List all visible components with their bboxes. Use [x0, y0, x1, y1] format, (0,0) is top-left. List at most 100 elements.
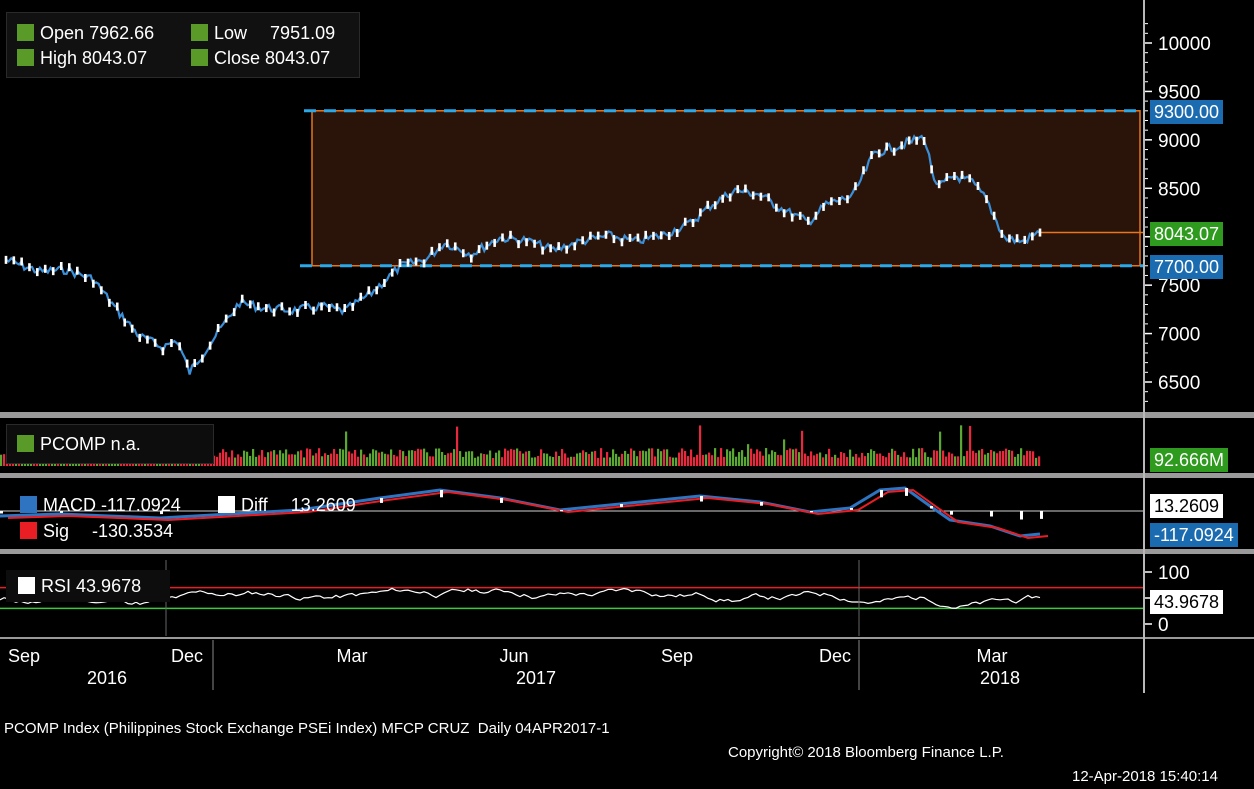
high-swatch [17, 49, 34, 66]
signal-line [7, 488, 1049, 540]
candle [675, 228, 679, 237]
year-label: 2018 [980, 668, 1020, 688]
volume-panel [0, 425, 1041, 466]
volume-bar [867, 452, 870, 466]
volume-bar [915, 457, 918, 466]
volume-bar [336, 453, 339, 466]
candle [335, 303, 339, 312]
year-label: 2017 [516, 668, 556, 688]
candle [470, 254, 473, 263]
volume-bar [372, 449, 375, 466]
volume-bar [282, 453, 285, 466]
month-label: Dec [171, 646, 203, 666]
candle [76, 266, 79, 275]
volume-bar [447, 453, 450, 466]
volume-bar [687, 456, 690, 466]
volume-bar [1032, 451, 1035, 466]
volume-bar [498, 450, 501, 466]
volume-bar [486, 454, 489, 466]
diff-bar [905, 488, 908, 496]
rsi-value: 43.9678 [76, 576, 142, 596]
volume-bar [768, 454, 771, 466]
volume-bar [468, 451, 471, 466]
volume-bar [264, 457, 267, 466]
candle [193, 359, 197, 368]
volume-bar [414, 450, 417, 466]
volume-bar [306, 448, 309, 466]
volume-bar [423, 448, 426, 466]
volume-bar [726, 449, 729, 466]
volume-bar [984, 454, 987, 466]
volume-bar [666, 449, 669, 466]
diff-bar [620, 504, 623, 508]
volume-bar [1002, 450, 1005, 466]
candle [870, 151, 873, 160]
volume-bar [678, 452, 681, 466]
candle [304, 301, 307, 310]
volume-bar [843, 453, 846, 466]
volume-bar [357, 456, 360, 466]
volume-bar [924, 452, 927, 466]
volume-bar [429, 456, 432, 466]
volume-bar [564, 453, 567, 466]
volume-bar [531, 457, 534, 466]
candle [728, 193, 732, 202]
volume-bar [765, 448, 768, 466]
volume-bar [954, 456, 957, 466]
candle [320, 302, 323, 311]
volume-bar [594, 451, 597, 466]
volume-bar [459, 451, 462, 466]
volume-bar [324, 453, 327, 466]
last-price-tag: 8043.07 [1150, 222, 1224, 246]
volume-bar [642, 450, 645, 466]
volume-bar [558, 455, 561, 466]
volume-bar [285, 449, 288, 466]
candle [596, 231, 600, 240]
diff-label: Diff [241, 495, 268, 515]
candle [359, 292, 363, 301]
volume-bar [279, 450, 282, 466]
volume-bar [966, 450, 969, 466]
volume-bar [819, 452, 822, 466]
candle [312, 306, 315, 315]
candle [830, 197, 833, 206]
volume-bar [522, 453, 525, 466]
diff-bar [300, 510, 303, 512]
candle [398, 258, 402, 267]
volume-bar [597, 457, 600, 466]
macd-label: MACD [43, 495, 96, 515]
volume-bar [729, 451, 732, 466]
volume-bar [525, 451, 528, 466]
volume-bar [315, 453, 318, 466]
volume-bar [927, 456, 930, 466]
volume-bar [879, 453, 882, 466]
volume-bar [648, 448, 651, 466]
volume-bar [300, 450, 303, 466]
candle [937, 180, 941, 189]
footer-copyright: Copyright© 2018 Bloomberg Finance L.P. [728, 744, 1004, 761]
candle [351, 302, 355, 311]
candle [525, 238, 528, 247]
volume-bar [798, 452, 801, 466]
volume-bar [510, 449, 513, 466]
volume-bar [1008, 449, 1011, 466]
candle [375, 286, 378, 295]
volume-label: PCOMP n.a. [40, 434, 141, 454]
volume-bar [990, 449, 993, 466]
volume-bar [999, 451, 1002, 466]
volume-bar [1011, 450, 1014, 466]
volume-bar [273, 450, 276, 466]
volume-bar [294, 454, 297, 466]
open-item: Open 7962.66 [17, 22, 154, 44]
volume-bar [669, 456, 672, 466]
month-label: Mar [337, 646, 368, 666]
volume-bar [717, 457, 720, 466]
candle [628, 233, 632, 242]
diff-bar [1040, 511, 1043, 519]
volume-bar [369, 453, 372, 466]
volume-bar [1020, 448, 1023, 466]
volume-bar [684, 450, 687, 466]
candle [20, 257, 23, 266]
candle [185, 359, 189, 368]
volume-bar [609, 457, 612, 466]
